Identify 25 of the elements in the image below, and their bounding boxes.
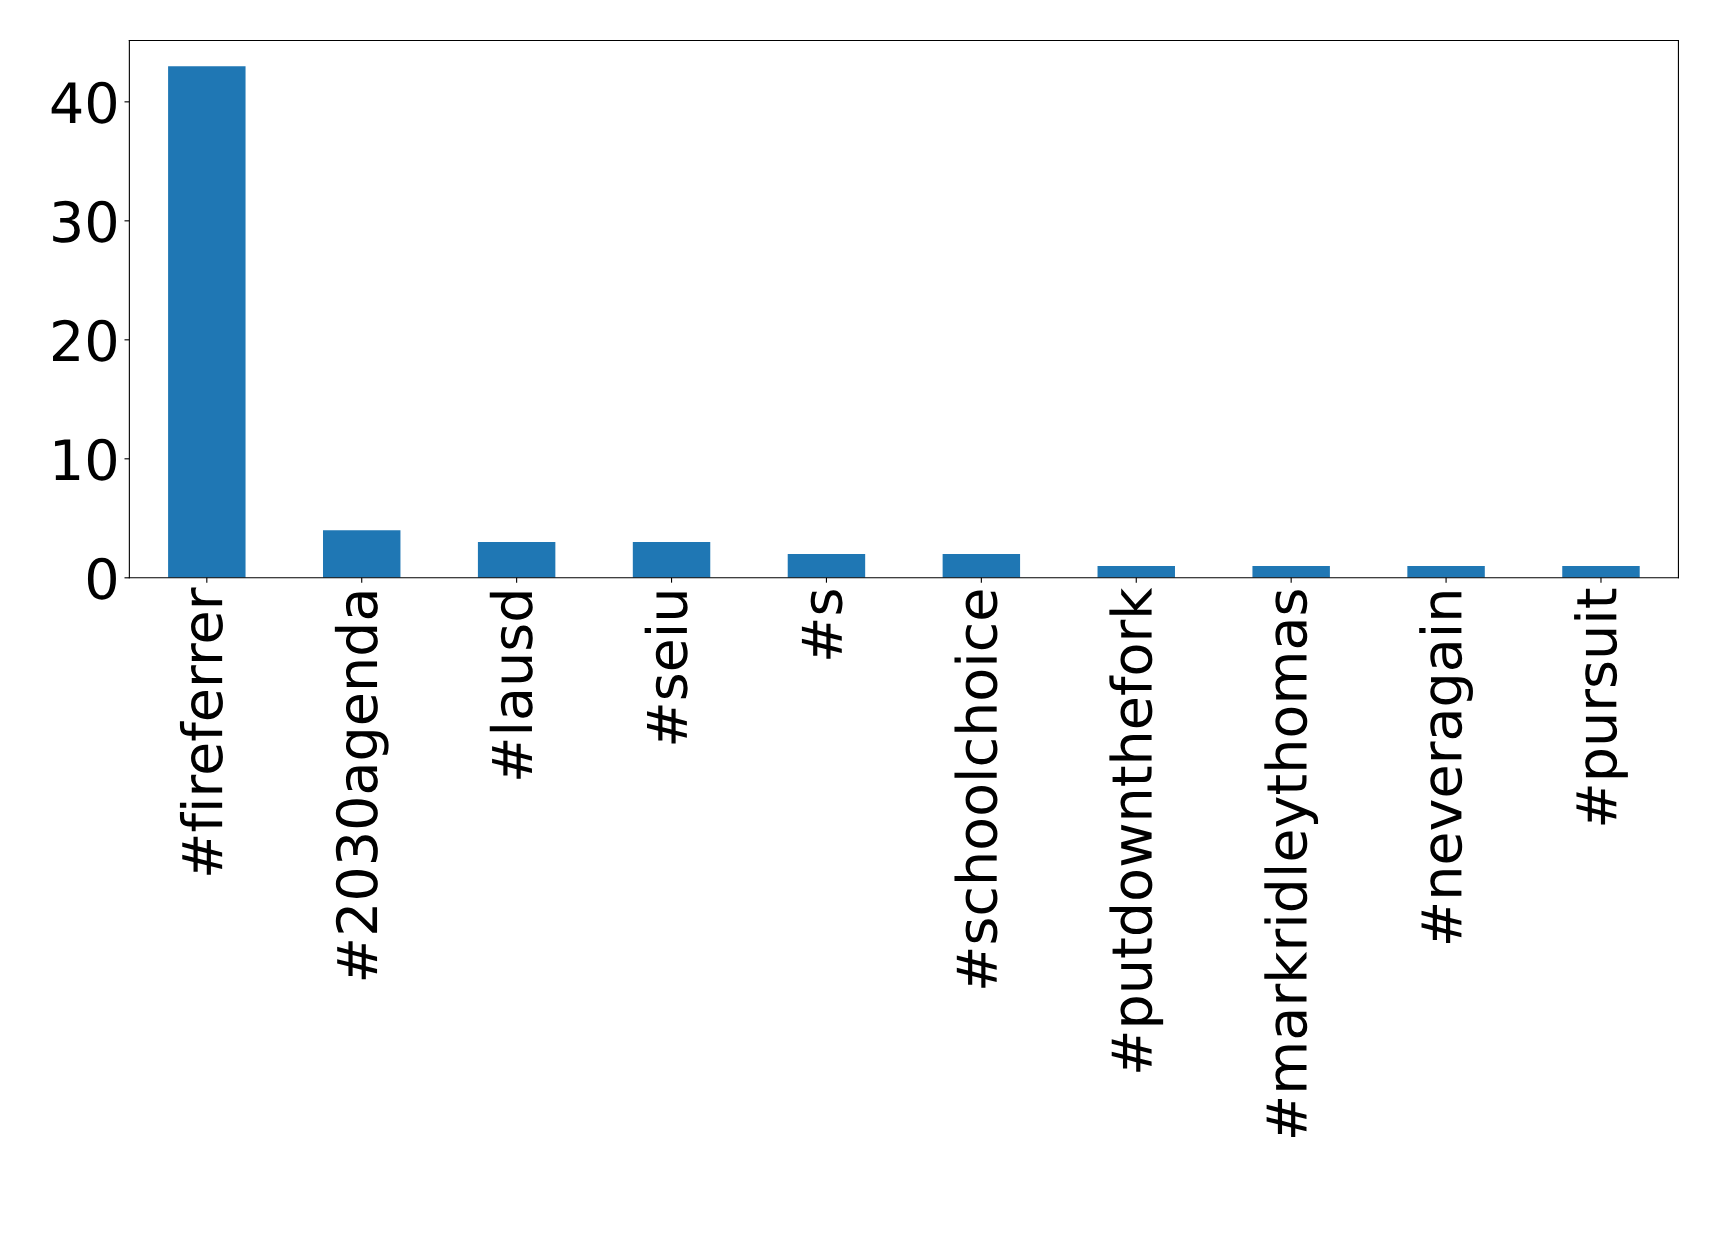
bar	[323, 530, 401, 578]
bar	[942, 554, 1021, 578]
x-tick-label: #lausd	[489, 592, 533, 779]
x-tick-label: #2030agenda	[334, 592, 389, 980]
x-tick-label: #pursuit	[1574, 588, 1628, 825]
y-tick-label: 30	[53, 200, 116, 243]
x-tick-label: #neveragain	[1419, 592, 1473, 944]
x-tick-label: #seiu	[644, 592, 688, 744]
bar	[168, 66, 246, 578]
bar	[1097, 565, 1175, 578]
y-tick-label: 10	[55, 438, 116, 481]
bar	[632, 542, 711, 578]
bar	[787, 554, 866, 578]
x-tick-label: #schoolchoice	[954, 590, 998, 988]
x-tick-label: #markridleythomas	[1264, 590, 1319, 1138]
bar	[477, 542, 556, 578]
bar	[1562, 565, 1640, 578]
x-tick-label: #putdownthefork	[1109, 587, 1164, 1072]
bar	[1407, 565, 1485, 578]
y-tick-label: 20	[53, 319, 116, 362]
y-tick-label: 40	[51, 81, 116, 124]
x-tick-label: #s	[801, 590, 843, 659]
bar	[1252, 565, 1330, 578]
y-tick-label: 0	[87, 557, 116, 600]
x-tick-label: #fireferrer	[179, 587, 223, 875]
